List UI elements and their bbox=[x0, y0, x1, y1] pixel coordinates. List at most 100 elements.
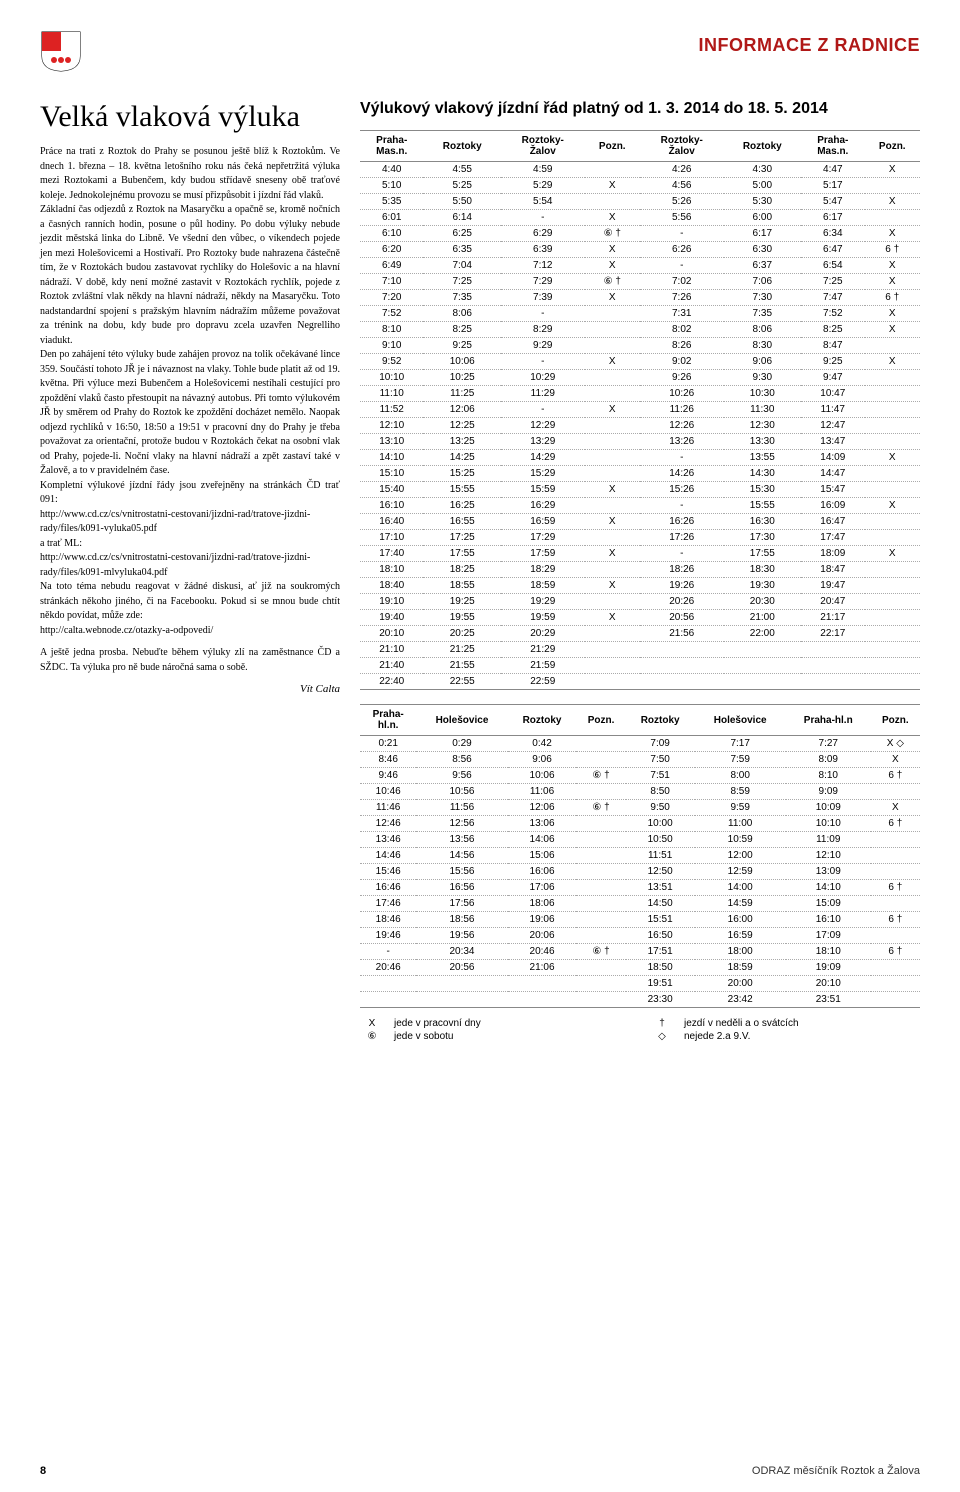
article-para: http://www.cd.cz/cs/vnitrostatni-cestova… bbox=[40, 551, 340, 580]
table-cell bbox=[724, 674, 802, 690]
table-cell: 19:40 bbox=[360, 610, 423, 626]
table-cell: X bbox=[585, 210, 640, 226]
table-cell bbox=[576, 928, 625, 944]
table-cell: 18:26 bbox=[640, 562, 724, 578]
table-row: 16:4616:5617:0613:5114:0014:106 † bbox=[360, 880, 920, 896]
table-cell: 11:06 bbox=[508, 784, 577, 800]
table-cell: 4:40 bbox=[360, 162, 423, 178]
table-cell bbox=[585, 498, 640, 514]
table-cell: 13:29 bbox=[501, 434, 585, 450]
table-cell: 7:35 bbox=[423, 290, 501, 306]
legend-row: †jezdí v neděli a o svátcích bbox=[650, 1018, 920, 1029]
table-row: 6:497:047:12X-6:376:54X bbox=[360, 258, 920, 274]
table-cell: 10:59 bbox=[695, 832, 786, 848]
table-cell: 16:26 bbox=[640, 514, 724, 530]
table-row: 11:5212:06-X11:2611:3011:47 bbox=[360, 402, 920, 418]
table-cell: ⑥ † bbox=[576, 768, 625, 784]
table-cell: 16:10 bbox=[360, 498, 423, 514]
table-cell: 13:46 bbox=[360, 832, 416, 848]
legend-text: jezdí v neděli a o svátcích bbox=[684, 1018, 799, 1029]
table-cell: 15:10 bbox=[360, 466, 423, 482]
table-cell bbox=[576, 880, 625, 896]
table-cell: 13:26 bbox=[640, 434, 724, 450]
table-cell: 19:09 bbox=[786, 960, 871, 976]
table-cell: 11:26 bbox=[640, 402, 724, 418]
table-cell: X bbox=[871, 800, 920, 816]
table-cell: 10:30 bbox=[724, 386, 802, 402]
table-cell: 4:55 bbox=[423, 162, 501, 178]
table-cell: 9:52 bbox=[360, 354, 423, 370]
table-cell: 7:59 bbox=[695, 752, 786, 768]
table-cell: X bbox=[585, 546, 640, 562]
table-cell: 18:30 bbox=[724, 562, 802, 578]
timetable-2: Praha-hl.n.HolešoviceRoztokyPozn.Roztoky… bbox=[360, 704, 920, 1008]
table-cell: X bbox=[865, 354, 920, 370]
table-cell: 20:00 bbox=[695, 976, 786, 992]
table-cell: 17:26 bbox=[640, 530, 724, 546]
table-cell bbox=[871, 896, 920, 912]
table-cell: 9:25 bbox=[423, 338, 501, 354]
table-header: Holešovice bbox=[416, 705, 507, 736]
table-cell: 17:59 bbox=[501, 546, 585, 562]
table-cell: 13:56 bbox=[416, 832, 507, 848]
table-cell: 6:47 bbox=[801, 242, 864, 258]
table-cell: 15:25 bbox=[423, 466, 501, 482]
table-cell bbox=[865, 386, 920, 402]
table-cell: X bbox=[585, 578, 640, 594]
legend-row: ⑥jede v sobotu bbox=[360, 1031, 630, 1042]
table-cell: 23:42 bbox=[695, 992, 786, 1008]
table-cell: 19:06 bbox=[508, 912, 577, 928]
table-cell: 10:46 bbox=[360, 784, 416, 800]
table-cell: 15:40 bbox=[360, 482, 423, 498]
table-cell: 9:50 bbox=[626, 800, 695, 816]
table-cell: X bbox=[585, 402, 640, 418]
table-cell bbox=[576, 896, 625, 912]
table-row: 9:469:5610:06⑥ †7:518:008:106 † bbox=[360, 768, 920, 784]
table-cell: 5:25 bbox=[423, 178, 501, 194]
table-cell: 10:06 bbox=[508, 768, 577, 784]
table-cell: 19:56 bbox=[416, 928, 507, 944]
table-cell: X bbox=[585, 610, 640, 626]
table-row: 20:1020:2520:2921:5622:0022:17 bbox=[360, 626, 920, 642]
table-cell: 5:00 bbox=[724, 178, 802, 194]
legend-text: nejede 2.a 9.V. bbox=[684, 1031, 750, 1042]
table-cell bbox=[585, 370, 640, 386]
table-row: 8:468:569:067:507:598:09X bbox=[360, 752, 920, 768]
table-cell: - bbox=[501, 210, 585, 226]
table-cell: 6:00 bbox=[724, 210, 802, 226]
table-cell: - bbox=[640, 450, 724, 466]
table-cell: - bbox=[360, 944, 416, 960]
table-cell: 20:56 bbox=[416, 960, 507, 976]
table-row: 5:355:505:545:265:305:47X bbox=[360, 194, 920, 210]
table-cell: 6:39 bbox=[501, 242, 585, 258]
table-cell: 6 † bbox=[865, 242, 920, 258]
table-cell: 19:46 bbox=[360, 928, 416, 944]
table-cell: X bbox=[585, 290, 640, 306]
table-cell: X bbox=[865, 258, 920, 274]
table-cell: 8:56 bbox=[416, 752, 507, 768]
table-cell: 18:29 bbox=[501, 562, 585, 578]
table-cell: 6:01 bbox=[360, 210, 423, 226]
table-cell: 10:26 bbox=[640, 386, 724, 402]
table-cell bbox=[585, 594, 640, 610]
table-cell: 20:29 bbox=[501, 626, 585, 642]
table-cell: 20:06 bbox=[508, 928, 577, 944]
legend-symbol: X bbox=[360, 1018, 384, 1029]
table-cell: 22:55 bbox=[423, 674, 501, 690]
table-cell: 16:59 bbox=[501, 514, 585, 530]
table-row: 0:210:290:427:097:177:27X ◇ bbox=[360, 736, 920, 752]
table-cell: 18:59 bbox=[501, 578, 585, 594]
table-row: 10:1010:2510:299:269:309:47 bbox=[360, 370, 920, 386]
table-cell: 14:56 bbox=[416, 848, 507, 864]
table-cell: 9:06 bbox=[724, 354, 802, 370]
table-cell bbox=[360, 992, 416, 1008]
table-cell: 12:56 bbox=[416, 816, 507, 832]
table-row: 23:3023:4223:51 bbox=[360, 992, 920, 1008]
table-cell: 7:30 bbox=[724, 290, 802, 306]
article-para: Kompletní výlukové jízdní řády jsou zveř… bbox=[40, 479, 340, 508]
table-cell: 13:09 bbox=[786, 864, 871, 880]
table-cell: 20:56 bbox=[640, 610, 724, 626]
table-cell: 16:29 bbox=[501, 498, 585, 514]
table-cell: 0:42 bbox=[508, 736, 577, 752]
table-cell: 18:25 bbox=[423, 562, 501, 578]
